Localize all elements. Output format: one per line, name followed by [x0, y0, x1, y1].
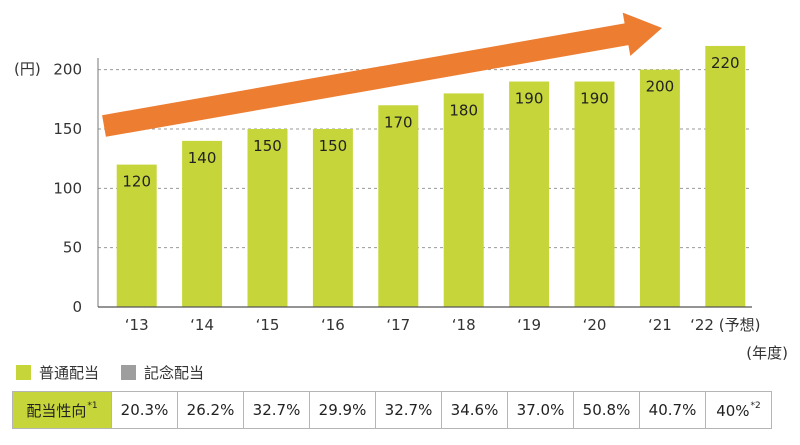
- bar-regular: [443, 93, 484, 308]
- y-tick-label: 200: [53, 61, 82, 79]
- dividend-bar-chart: 120 140 150 150 170 180 190 190 200 220 0 50 100 150…: [14, 12, 760, 334]
- x-tick-label: ‘19: [517, 316, 541, 334]
- x-tick-label: ‘13: [125, 316, 149, 334]
- payout-ratio-cell: 40%*2: [705, 391, 772, 429]
- x-tick-label: ‘16: [321, 316, 345, 334]
- payout-ratio-table: 配当性向*1 20.3% 26.2% 32.7% 29.9% 32.7% 34.…: [12, 391, 772, 429]
- bar-regular: [639, 69, 680, 308]
- legend: 普通配当 記念配当: [16, 362, 226, 383]
- bar-regular: [705, 45, 746, 307]
- bar-regular: [312, 129, 353, 307]
- payout-ratio-cell: 26.2%: [177, 391, 244, 429]
- payout-ratio-header-note: *1: [87, 400, 98, 411]
- bar-value-label: 140: [188, 149, 217, 167]
- x-tick-label: ‘14: [190, 316, 214, 334]
- x-tick-label: ‘22 (予想): [690, 316, 760, 334]
- bar-regular: [182, 140, 223, 307]
- y-tick-label: 0: [72, 298, 82, 316]
- payout-ratio-cell: 40.7%: [639, 391, 706, 429]
- bar-regular: [509, 81, 550, 308]
- x-tick-label: ‘18: [452, 316, 476, 334]
- x-tick-label: ‘20: [583, 316, 607, 334]
- bar-value-label: 220: [711, 54, 740, 72]
- legend-label-regular: 普通配当: [39, 364, 100, 382]
- payout-ratio-cell: 34.6%: [441, 391, 508, 429]
- x-tick-label: ‘15: [256, 316, 280, 334]
- payout-ratio-cell: 20.3%: [111, 391, 178, 429]
- payout-ratio-note: *2: [750, 400, 761, 411]
- legend-swatch-regular: [16, 365, 31, 380]
- payout-ratio-value: 26.2%: [186, 401, 235, 419]
- payout-ratio-cell: 32.7%: [375, 391, 442, 429]
- payout-ratio-cell: 32.7%: [243, 391, 310, 429]
- bar-value-label: 190: [580, 90, 609, 108]
- payout-ratio-value: 50.8%: [582, 401, 631, 419]
- payout-ratio-value: 34.6%: [450, 401, 499, 419]
- legend-swatch-commemorative: [121, 365, 137, 380]
- payout-ratio-header-label: 配当性向: [26, 401, 87, 420]
- bar-regular: [378, 105, 419, 308]
- y-tick-label: 100: [53, 179, 82, 197]
- legend-item-regular: 普通配当: [16, 362, 99, 383]
- payout-ratio-value: 37.0%: [516, 401, 565, 419]
- payout-ratio-value: 20.3%: [120, 401, 169, 419]
- y-tick-label: 50: [63, 239, 82, 257]
- bar-value-label: 200: [646, 78, 675, 96]
- legend-label-commemorative: 記念配当: [144, 364, 205, 382]
- bar-value-label: 150: [253, 137, 282, 155]
- y-axis-unit: (円): [14, 60, 41, 78]
- payout-ratio-value: 40.7%: [648, 401, 697, 419]
- payout-ratio-cell: 37.0%: [507, 391, 574, 429]
- bar-value-label: 180: [449, 101, 478, 119]
- bar-value-label: 190: [515, 90, 544, 108]
- payout-ratio-header: 配当性向*1: [12, 391, 112, 429]
- bar-regular: [574, 81, 615, 308]
- payout-ratio-cell: 29.9%: [309, 391, 376, 429]
- x-tick-label: ‘21: [648, 316, 672, 334]
- payout-ratio-value: 40%: [716, 401, 750, 420]
- y-tick-label: 150: [53, 120, 82, 138]
- bar-value-label: 120: [122, 173, 151, 191]
- payout-ratio-cell: 50.8%: [573, 391, 640, 429]
- payout-ratio-value: 32.7%: [384, 401, 433, 419]
- bar-value-label: 170: [384, 113, 413, 131]
- bar-value-label: 150: [319, 137, 348, 155]
- payout-ratio-value: 29.9%: [318, 401, 367, 419]
- legend-item-commemorative: 記念配当: [121, 362, 204, 383]
- bar-regular: [116, 164, 157, 307]
- payout-ratio-value: 32.7%: [252, 401, 301, 419]
- payout-ratio-row: 配当性向*1 20.3% 26.2% 32.7% 29.9% 32.7% 34.…: [12, 391, 772, 429]
- x-axis-unit: (年度): [746, 344, 788, 362]
- bar-regular: [247, 129, 288, 307]
- x-tick-label: ‘17: [386, 316, 410, 334]
- trend-arrow: [102, 12, 663, 137]
